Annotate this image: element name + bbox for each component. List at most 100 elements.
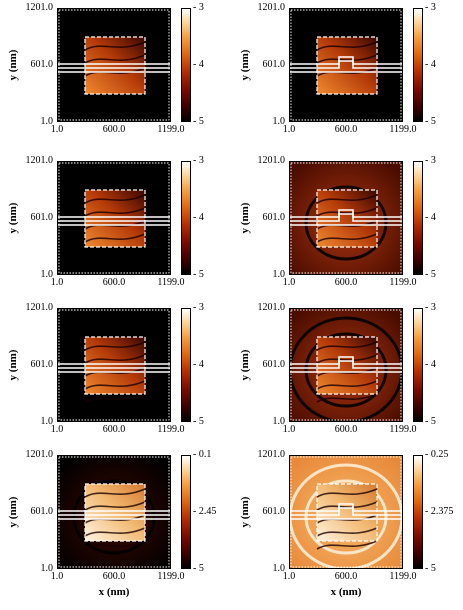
y-tick-label: 601.0 (262, 59, 286, 70)
colorbar-tick-label: - 4 (193, 359, 204, 370)
phase-stripe (316, 527, 378, 537)
colorbar-tick-label: - 4 (425, 359, 436, 370)
x-axis-label: x (nm) (330, 586, 362, 598)
x-tick-label: 1.0 (50, 424, 64, 435)
interference-ring (304, 332, 388, 408)
dashed-region-outline (84, 36, 146, 95)
y-tick-label: 1.0 (272, 116, 286, 127)
colorbar (181, 8, 191, 122)
colorbar-tick-label: - 2.45 (193, 506, 217, 517)
y-tick-label: 1201.0 (25, 449, 54, 460)
dotted-boundary (58, 162, 170, 274)
y-axis-label: y (nm) (239, 49, 251, 81)
dotted-boundary (290, 309, 402, 421)
x-tick-label: 1.0 (50, 571, 64, 582)
colorbar-tick-label: - 2.375 (425, 506, 454, 517)
interference-ring (72, 479, 156, 555)
phase-stripe (84, 488, 146, 498)
x-tick-label: 1199.0 (389, 424, 417, 435)
y-tick-label: 1.0 (272, 563, 286, 574)
phase-stripe (84, 393, 146, 403)
y-tick-label: 1201.0 (25, 302, 54, 313)
colorbar-tick-label: - 0.25 (425, 449, 449, 460)
x-tick-label: 600.0 (102, 277, 126, 288)
phase-stripe (316, 380, 378, 390)
x-tick-label: 1199.0 (389, 124, 417, 135)
x-tick-label: 1.0 (282, 424, 296, 435)
colorbar-tick-label: - 0.1 (193, 449, 212, 460)
phase-stripe (316, 501, 378, 511)
colorbar (181, 455, 191, 569)
waveguide-line (289, 213, 403, 222)
heatmap-field (289, 161, 403, 275)
x-tick-label: 1199.0 (157, 124, 185, 135)
x-tick-label: 1199.0 (157, 277, 185, 288)
phase-stripe (316, 41, 378, 51)
heatmap-field (289, 8, 403, 122)
y-tick-label: 1201.0 (257, 302, 286, 313)
x-tick-label: 1199.0 (157, 571, 185, 582)
colorbar-tick-label: - 3 (193, 2, 204, 13)
x-tick-label: 600.0 (334, 124, 358, 135)
dashed-region-outline (84, 336, 146, 395)
y-axis-label: y (nm) (239, 349, 251, 381)
phase-stripe (84, 341, 146, 351)
colorbar-tick-label: - 3 (425, 2, 436, 13)
interference-ring (304, 185, 388, 261)
colorbar-tick-label: - 5 (425, 416, 436, 427)
x-tick-label: 1.0 (282, 571, 296, 582)
y-tick-label: 601.0 (262, 359, 286, 370)
colorbar-tick-label: - 5 (193, 116, 204, 127)
waveguide-line (289, 209, 403, 218)
heatmap-plot (289, 161, 403, 275)
phase-stripe (316, 354, 378, 364)
x-tick-label: 600.0 (334, 277, 358, 288)
x-tick-label: 600.0 (102, 571, 126, 582)
waveguide-line (289, 360, 403, 369)
phase-stripe (316, 54, 378, 64)
x-tick-label: 1199.0 (157, 424, 185, 435)
y-tick-label: 1201.0 (257, 449, 286, 460)
y-axis-label: y (nm) (239, 496, 251, 528)
x-tick-label: 1.0 (50, 124, 64, 135)
colorbar (413, 308, 423, 422)
phase-stripe (316, 393, 378, 403)
y-tick-label: 1.0 (272, 416, 286, 427)
phase-stripe (316, 207, 378, 217)
colorbar-tick-label: - 4 (425, 212, 436, 223)
x-tick-label: 600.0 (334, 424, 358, 435)
y-axis-label: y (nm) (7, 202, 19, 234)
heatmap-field (57, 308, 171, 422)
phase-stripe (84, 233, 146, 243)
y-axis-label: y (nm) (7, 496, 19, 528)
dotted-boundary (58, 9, 170, 121)
y-tick-label: 1201.0 (25, 2, 54, 13)
x-tick-label: 1.0 (282, 277, 296, 288)
phase-stripe (84, 194, 146, 204)
waveguide-line (289, 507, 403, 516)
y-tick-label: 601.0 (262, 506, 286, 517)
colorbar (413, 8, 423, 122)
colorbar (181, 161, 191, 275)
heatmap-field (57, 161, 171, 275)
heatmap-field (289, 308, 403, 422)
dotted-boundary (290, 456, 402, 568)
y-tick-label: 1.0 (40, 563, 54, 574)
waveguide-line (289, 503, 403, 512)
y-axis-label: y (nm) (7, 349, 19, 381)
phase-stripe (84, 207, 146, 217)
y-tick-label: 1201.0 (257, 155, 286, 166)
phase-stripe (84, 540, 146, 550)
phase-stripe (84, 527, 146, 537)
x-tick-label: 1199.0 (389, 277, 417, 288)
heatmap-plot (57, 8, 171, 122)
x-tick-label: 600.0 (334, 571, 358, 582)
colorbar-tick-label: - 4 (193, 212, 204, 223)
phase-stripe (84, 354, 146, 364)
heatmap-plot (289, 308, 403, 422)
waveguide-line (289, 56, 403, 65)
interference-ring (304, 479, 388, 555)
heatmap-plot (57, 161, 171, 275)
y-tick-label: 601.0 (30, 59, 54, 70)
heatmap-plot (289, 8, 403, 122)
